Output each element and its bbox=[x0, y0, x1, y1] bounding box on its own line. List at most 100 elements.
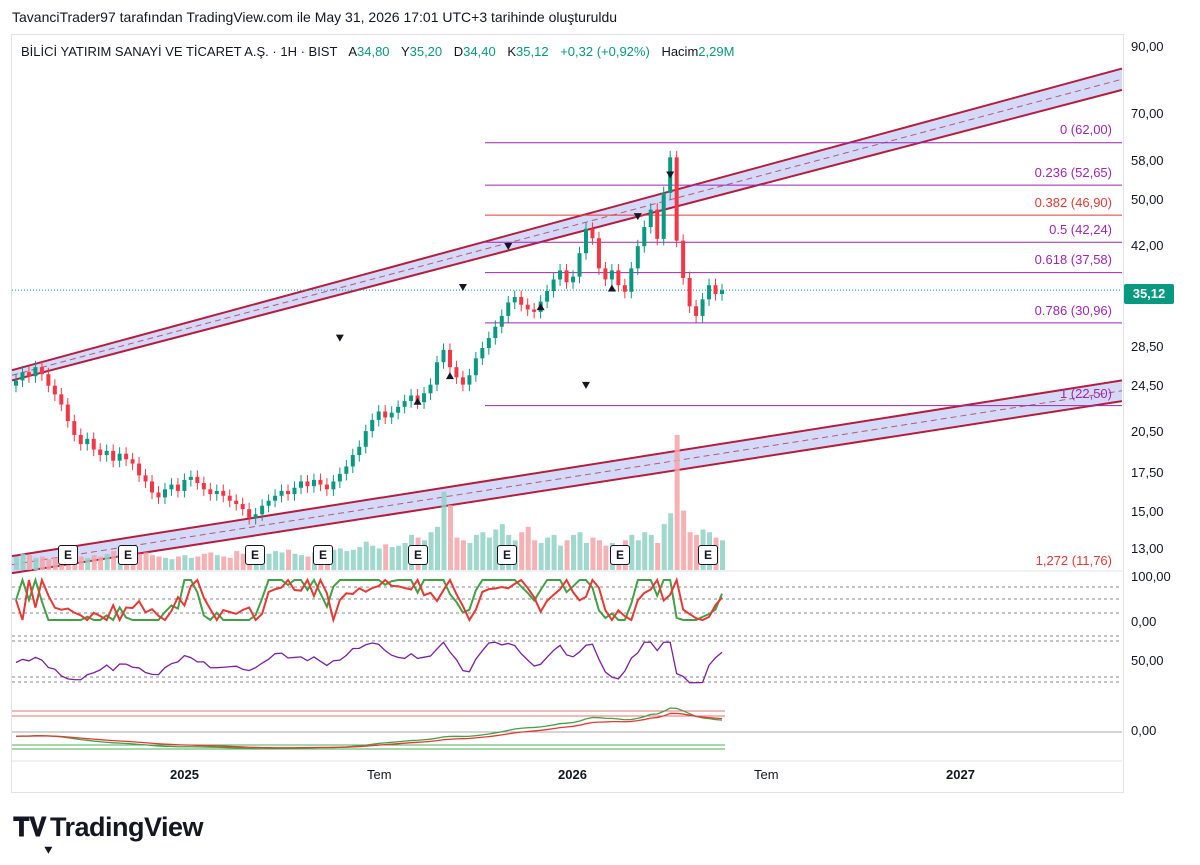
candle-body bbox=[681, 240, 686, 279]
buy-signal-icon bbox=[536, 303, 545, 311]
volume-bar bbox=[376, 548, 382, 570]
symbol-name[interactable]: BİLİCİ YATIRIM SANAYİ VE TİCARET A.Ş. · … bbox=[21, 44, 338, 59]
volume-bar bbox=[687, 532, 693, 570]
candle-body bbox=[558, 270, 563, 280]
open-label: A bbox=[348, 44, 357, 59]
candle-body bbox=[344, 466, 349, 474]
candle-body bbox=[324, 484, 329, 490]
candle-body bbox=[26, 372, 31, 377]
volume-bar bbox=[545, 537, 551, 570]
high-label: Y bbox=[400, 44, 410, 59]
upper-channel-mid-line bbox=[11, 78, 1123, 376]
volume-bar bbox=[39, 556, 45, 570]
earnings-event-icon[interactable]: E bbox=[313, 545, 333, 565]
fib-label-05: 0.5 (42,24) bbox=[1049, 222, 1112, 237]
volume-bar bbox=[486, 537, 492, 570]
earnings-event-icon[interactable]: E bbox=[497, 545, 517, 565]
upper-channel-outer-line bbox=[11, 67, 1123, 372]
volume-bar bbox=[98, 556, 104, 570]
volume-bar bbox=[603, 545, 609, 570]
candle-body bbox=[104, 450, 109, 456]
macd-line bbox=[15, 707, 723, 750]
candle-body bbox=[39, 367, 44, 375]
candle-body bbox=[713, 285, 718, 295]
candle-body bbox=[188, 476, 193, 480]
macd-axis-zero: 0,00 bbox=[1131, 723, 1157, 738]
candle-body bbox=[234, 500, 239, 505]
fib-label-0786: 0.786 (30,96) bbox=[1034, 303, 1112, 318]
volume-bar bbox=[396, 545, 402, 570]
volume-bar bbox=[91, 555, 97, 570]
volume-bar bbox=[266, 553, 272, 570]
candle-body bbox=[33, 367, 38, 377]
buy-signal-icon bbox=[445, 372, 454, 380]
candle-body bbox=[169, 484, 174, 490]
sell-signal-icon bbox=[44, 846, 53, 854]
candle-body bbox=[428, 384, 433, 394]
rsi-axis-mid: 50,00 bbox=[1131, 653, 1164, 668]
candle-body bbox=[700, 299, 705, 316]
snapshot-caption: TavanciTrader97 tarafından TradingView.c… bbox=[12, 9, 618, 25]
candle-body bbox=[98, 449, 103, 456]
volume-bar bbox=[525, 526, 531, 570]
volume-bar bbox=[590, 537, 596, 570]
earnings-event-icon[interactable]: E bbox=[118, 545, 138, 565]
volume-bar bbox=[454, 537, 460, 570]
price-axis-label: 50,00 bbox=[1131, 192, 1164, 207]
price-axis-label: 42,00 bbox=[1131, 238, 1164, 253]
volume-bar bbox=[26, 555, 32, 570]
fib-label-1: 1 (22,50) bbox=[1059, 386, 1112, 401]
candle-body bbox=[532, 309, 537, 312]
fib-label-0382: 0.382 (46,90) bbox=[1034, 195, 1112, 210]
candle-body bbox=[655, 209, 660, 239]
candle-body bbox=[447, 349, 452, 368]
earnings-event-icon[interactable]: E bbox=[408, 545, 428, 565]
candle-body bbox=[91, 438, 96, 450]
earnings-event-icon[interactable]: E bbox=[610, 545, 630, 565]
candle-body bbox=[357, 446, 362, 456]
volume-bar bbox=[331, 549, 337, 570]
candle-body bbox=[286, 490, 291, 495]
candle-body bbox=[435, 362, 440, 385]
stoch-d-line bbox=[15, 576, 723, 624]
candle-body bbox=[227, 495, 232, 501]
volume-bar bbox=[538, 543, 544, 570]
fib-label-0236: 0.236 (52,65) bbox=[1034, 165, 1112, 180]
candle-body bbox=[519, 297, 524, 305]
volume-bar bbox=[221, 556, 227, 570]
volume-bar bbox=[648, 534, 654, 570]
candle-body bbox=[78, 434, 83, 445]
earnings-event-icon[interactable]: E bbox=[245, 545, 265, 565]
volume-bar bbox=[156, 556, 162, 570]
sell-signal-icon bbox=[458, 284, 467, 292]
candle-body bbox=[46, 374, 51, 386]
candle-body bbox=[609, 270, 614, 280]
sell-signal-icon bbox=[335, 334, 344, 342]
volume-bar bbox=[201, 553, 207, 570]
volume-bar bbox=[635, 540, 641, 570]
candle-body bbox=[486, 338, 491, 349]
volume-bar bbox=[111, 551, 117, 570]
volume-bar bbox=[642, 532, 648, 570]
volume-bar bbox=[162, 557, 168, 570]
candle-body bbox=[279, 490, 284, 496]
volume-bar bbox=[363, 541, 369, 570]
volume-bar bbox=[551, 534, 557, 570]
candle-body bbox=[72, 421, 77, 435]
candle-body bbox=[545, 291, 550, 302]
earnings-event-icon[interactable]: E bbox=[698, 545, 718, 565]
candle-body bbox=[720, 290, 724, 295]
earnings-event-icon[interactable]: E bbox=[58, 545, 78, 565]
candle-body bbox=[117, 453, 122, 461]
volume-bar bbox=[564, 540, 570, 570]
price-axis-label: 17,50 bbox=[1131, 465, 1164, 480]
chart-frame[interactable] bbox=[11, 34, 1124, 793]
tradingview-logo[interactable]: 𝐓𝐕 TradingView bbox=[13, 812, 204, 844]
volume-bar bbox=[447, 505, 453, 570]
stoch-k-line bbox=[15, 576, 723, 622]
candle-body bbox=[143, 475, 148, 482]
volume-bar bbox=[720, 540, 725, 570]
candle-body bbox=[674, 157, 679, 241]
last-price-tag: 35,12 bbox=[1124, 284, 1174, 304]
